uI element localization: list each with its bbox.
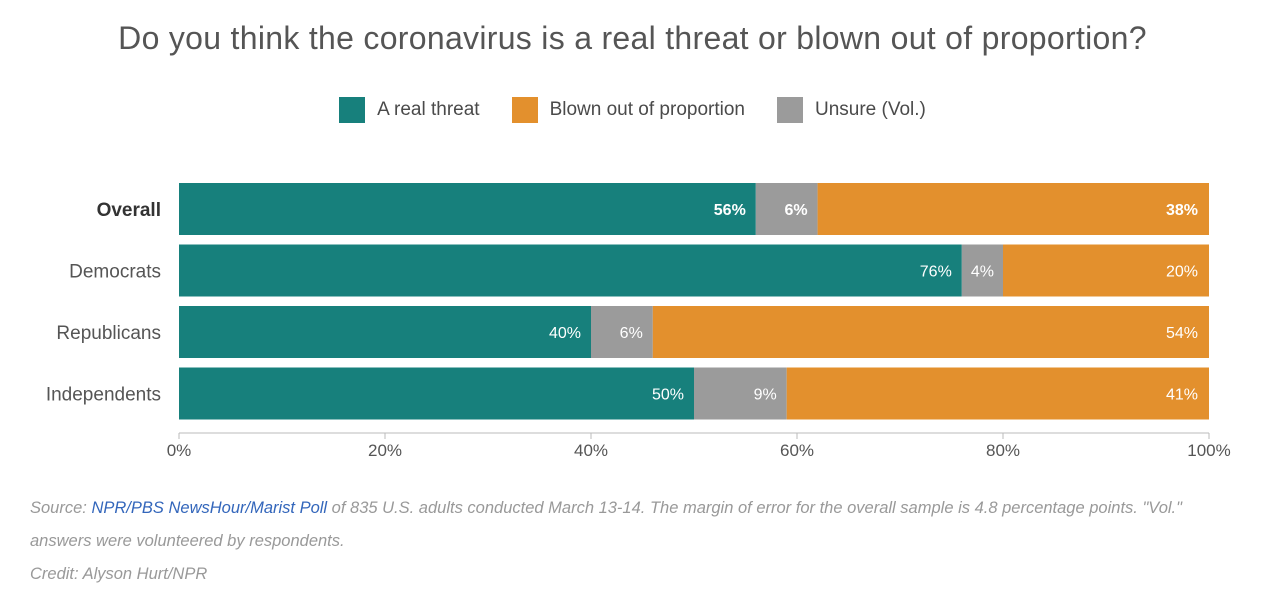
data-label-democrats-unsure-vol: 4%	[971, 264, 994, 281]
x-tick-label: 40%	[574, 441, 608, 460]
data-label-republicans-unsure-vol: 6%	[620, 325, 643, 342]
x-tick-label: 0%	[167, 441, 192, 460]
data-label-overall-a-real-threat: 56%	[714, 202, 746, 219]
category-label-overall: Overall	[97, 200, 161, 221]
legend: A real threat Blown out of proportion Un…	[0, 97, 1265, 123]
data-label-democrats-blown-out-of-proportion: 20%	[1166, 264, 1198, 281]
x-tick-label: 60%	[780, 441, 814, 460]
bar-independents-unsure-vol	[694, 367, 787, 420]
bar-independents-a-real-threat	[179, 367, 694, 420]
bar-democrats-blown-out-of-proportion	[1003, 244, 1209, 297]
legend-swatch-real-threat	[339, 97, 366, 123]
legend-swatch-unsure	[776, 97, 803, 123]
bar-independents-blown-out-of-proportion	[786, 367, 1209, 420]
chart-footer: Source: NPR/PBS NewsHour/Marist Poll of …	[30, 492, 1230, 591]
legend-item-real-threat: A real threat	[339, 97, 480, 123]
legend-label-real-threat: A real threat	[377, 99, 480, 120]
data-label-independents-a-real-threat: 50%	[652, 387, 684, 404]
data-label-overall-unsure-vol: 6%	[784, 202, 807, 219]
chart-title: Do you think the coronavirus is a real t…	[118, 20, 1147, 56]
legend-item-blown-out: Blown out of proportion	[511, 97, 745, 123]
bar-republicans-unsure-vol	[591, 306, 653, 358]
x-tick-label: 80%	[986, 441, 1020, 460]
bar-democrats-unsure-vol	[961, 244, 1003, 297]
bar-republicans-a-real-threat	[179, 306, 591, 358]
data-label-democrats-a-real-threat: 76%	[920, 264, 952, 281]
source-note: Source: NPR/PBS NewsHour/Marist Poll of …	[30, 492, 1230, 558]
x-tick-label: 100%	[1187, 441, 1230, 460]
data-label-independents-blown-out-of-proportion: 41%	[1166, 387, 1198, 404]
source-link[interactable]: NPR/PBS NewsHour/Marist Poll	[91, 499, 328, 517]
category-label-democrats: Democrats	[69, 262, 161, 283]
bar-overall-unsure-vol	[755, 183, 818, 235]
legend-label-unsure: Unsure (Vol.)	[814, 99, 926, 120]
legend-swatch-blown-out	[511, 97, 538, 123]
category-label-republicans: Republicans	[56, 323, 161, 344]
legend-label-blown-out: Blown out of proportion	[549, 99, 745, 120]
x-tick-label: 20%	[368, 441, 402, 460]
stacked-bar-chart: Overall 56% 6% 38% Democrats 76% 4% 20% Republic…	[46, 183, 1231, 460]
bar-overall-blown-out-of-proportion	[817, 183, 1209, 235]
source-text: of 835 U.S. adults conducted March 13-14…	[30, 499, 1182, 550]
bar-republicans-blown-out-of-proportion	[652, 306, 1209, 358]
data-label-republicans-a-real-threat: 40%	[549, 325, 581, 342]
credit-note: Credit: Alyson Hurt/NPR	[30, 565, 208, 583]
data-label-overall-blown-out-of-proportion: 38%	[1166, 202, 1198, 219]
bar-democrats-a-real-threat	[179, 244, 962, 297]
category-label-independents: Independents	[46, 385, 161, 406]
data-label-independents-unsure-vol: 9%	[754, 387, 777, 404]
data-label-republicans-blown-out-of-proportion: 54%	[1166, 325, 1198, 342]
source-prefix: Source:	[30, 499, 92, 517]
legend-item-unsure: Unsure (Vol.)	[776, 97, 926, 123]
bar-overall-a-real-threat	[179, 183, 756, 235]
